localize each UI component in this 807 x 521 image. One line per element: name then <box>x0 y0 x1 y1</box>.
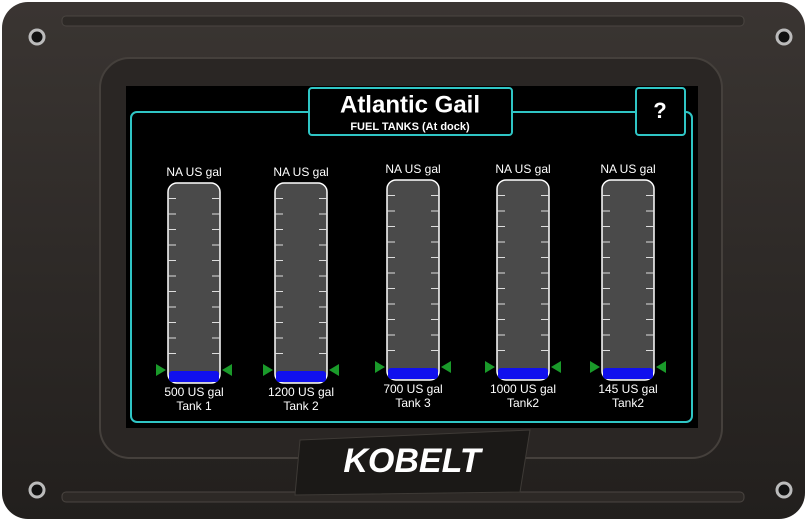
tank-fill <box>276 371 326 382</box>
tank-fill <box>603 368 653 379</box>
tank-name: Tank2 <box>507 396 539 410</box>
tank-name: Tank 1 <box>176 399 212 413</box>
tank-capacity: 145 US gal <box>598 382 657 396</box>
tank-level: NA US gal <box>495 162 550 176</box>
tank-name: Tank 3 <box>395 396 431 410</box>
brand-logo: KOBELT <box>343 442 483 480</box>
device: Atlantic Gail FUEL TANKS (At dock) ? NA … <box>0 0 807 521</box>
tank-fill <box>388 368 438 379</box>
tank-level: NA US gal <box>273 165 328 179</box>
tank-fill <box>498 368 548 379</box>
subtitle: FUEL TANKS (At dock) <box>350 121 470 133</box>
title: Atlantic Gail <box>340 91 480 118</box>
tank-level: NA US gal <box>385 162 440 176</box>
tank-level: NA US gal <box>600 162 655 176</box>
help-label[interactable]: ? <box>653 98 666 123</box>
tank-capacity: 500 US gal <box>164 385 223 399</box>
tank-capacity: 1000 US gal <box>490 382 556 396</box>
tank-level: NA US gal <box>166 165 221 179</box>
tank-fill <box>169 371 219 382</box>
tank-name: Tank2 <box>612 396 644 410</box>
bezel-groove <box>62 16 744 26</box>
tank-capacity: 700 US gal <box>383 382 442 396</box>
tank-capacity: 1200 US gal <box>268 385 334 399</box>
tank-name: Tank 2 <box>283 399 319 413</box>
